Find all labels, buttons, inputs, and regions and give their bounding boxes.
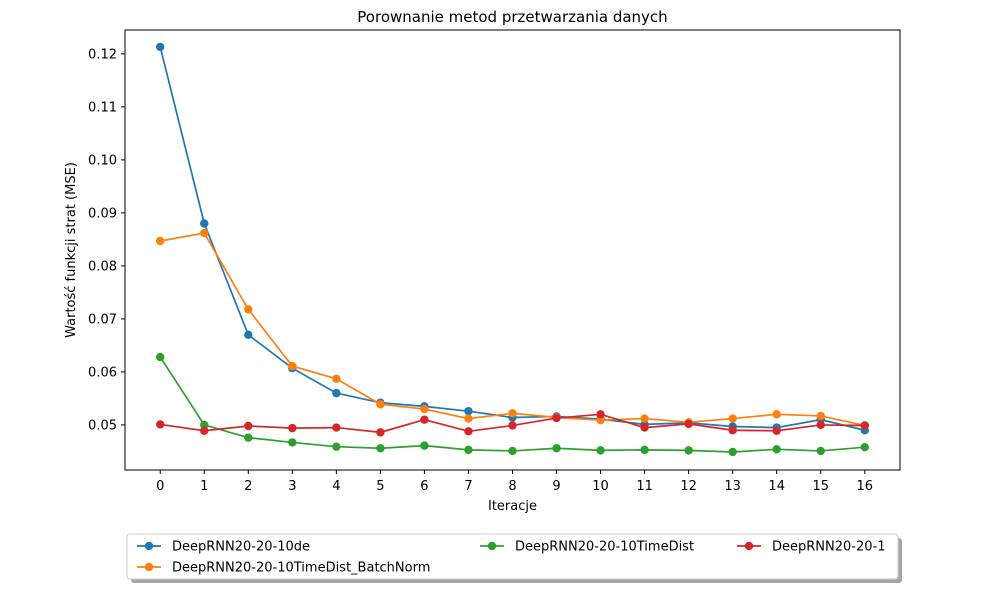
y-tick-label: 0.07 <box>88 312 117 327</box>
data-point-series-3 <box>200 426 209 435</box>
data-point-series-3 <box>772 426 781 435</box>
data-point-series-1 <box>508 409 517 418</box>
data-point-series-2 <box>332 442 341 451</box>
x-tick-label: 12 <box>680 479 697 494</box>
data-point-series-3 <box>288 423 297 433</box>
y-tick-label: 0.11 <box>88 100 117 115</box>
plot-frame <box>124 29 901 471</box>
y-axis-label: Wartość funkcji strat (MSE) <box>64 162 79 338</box>
data-point-series-3 <box>244 421 253 431</box>
x-tick-label: 16 <box>856 479 873 494</box>
data-point-series-0 <box>156 42 165 52</box>
legend-swatch-marker <box>487 541 497 551</box>
x-tick-label: 13 <box>724 479 741 494</box>
y-tick-label: 0.06 <box>88 365 117 380</box>
data-point-series-3 <box>684 419 693 429</box>
data-point-series-3 <box>596 410 605 419</box>
data-point-series-0 <box>244 330 253 340</box>
data-point-series-3 <box>728 426 737 435</box>
y-tick-label: 0.09 <box>88 206 117 221</box>
legend-box <box>126 533 899 580</box>
legend: DeepRNN20-20-10de DeepRNN20-20-10TimeDist… <box>126 533 902 583</box>
data-point-series-2 <box>684 446 693 455</box>
data-point-series-1 <box>332 374 341 384</box>
data-point-series-2 <box>860 443 869 452</box>
data-point-series-1 <box>376 400 385 409</box>
chart-title: Porownanie metod przetwarzania danych <box>357 8 667 26</box>
data-point-series-2 <box>288 438 297 447</box>
legend-swatch-marker <box>144 541 154 551</box>
data-point-series-1 <box>728 414 737 423</box>
data-point-series-3 <box>552 413 561 423</box>
data-point-series-1 <box>288 361 297 371</box>
data-point-series-1 <box>420 404 429 414</box>
legend-swatch-marker <box>144 562 154 572</box>
x-axis-label: Iteracje <box>488 499 537 514</box>
legend-swatch-marker <box>744 541 754 551</box>
x-tick-label: 4 <box>332 479 340 494</box>
data-point-series-1 <box>464 414 473 423</box>
x-tick-label: 9 <box>552 479 560 494</box>
data-point-series-2 <box>728 447 737 457</box>
x-tick-label: 1 <box>200 479 208 494</box>
data-point-series-2 <box>596 446 605 455</box>
data-point-series-3 <box>376 428 385 437</box>
data-point-series-1 <box>244 305 253 314</box>
data-point-series-3 <box>816 420 825 430</box>
plot-area: 0 1 2 3 4 5 6 7 8 9 10 11 12 13 14 15 160.050.060.070.08… <box>88 42 873 494</box>
x-tick-label: 11 <box>636 479 653 494</box>
data-point-series-3 <box>464 427 473 436</box>
data-point-series-2 <box>200 420 209 430</box>
x-tick-label: 0 <box>156 479 164 494</box>
data-point-series-2 <box>464 445 473 455</box>
data-point-series-2 <box>420 441 429 450</box>
data-point-series-2 <box>816 446 825 456</box>
legend-label: DeepRNN20-20-10TimeDist_BatchNorm <box>172 561 430 576</box>
data-point-series-0 <box>200 219 209 228</box>
data-point-series-2 <box>376 444 385 453</box>
y-tick-label: 0.05 <box>88 418 117 433</box>
data-point-series-1 <box>156 236 165 246</box>
data-point-series-1 <box>596 415 605 425</box>
x-tick-label: 8 <box>508 479 516 494</box>
y-tick-label: 0.08 <box>88 259 117 274</box>
data-point-series-1 <box>772 410 781 419</box>
y-tick-label: 0.12 <box>88 47 117 62</box>
data-point-series-1 <box>816 411 825 421</box>
data-point-series-2 <box>552 444 561 453</box>
data-point-series-2 <box>772 445 781 454</box>
data-point-series-3 <box>420 415 429 424</box>
legend-label: DeepRNN20-20-1 <box>772 540 885 555</box>
data-point-series-3 <box>332 423 341 432</box>
legend-label: DeepRNN20-20-10TimeDist <box>515 540 694 555</box>
x-tick-label: 10 <box>592 479 609 494</box>
data-point-series-2 <box>640 445 649 455</box>
data-point-series-3 <box>640 423 649 432</box>
legend-label: DeepRNN20-20-10de <box>172 540 310 555</box>
data-point-series-2 <box>156 352 165 362</box>
data-point-series-3 <box>860 421 869 430</box>
data-point-series-3 <box>156 420 165 429</box>
data-point-series-2 <box>244 433 253 442</box>
data-point-series-3 <box>508 421 517 430</box>
x-tick-label: 2 <box>244 479 252 494</box>
data-point-series-0 <box>464 406 473 416</box>
x-tick-label: 15 <box>812 479 829 494</box>
x-tick-label: 5 <box>376 479 384 494</box>
data-point-series-2 <box>508 446 517 456</box>
data-point-series-0 <box>332 388 341 398</box>
y-tick-label: 0.10 <box>88 153 117 168</box>
x-tick-label: 3 <box>288 479 296 494</box>
x-tick-label: 7 <box>464 479 472 494</box>
x-tick-label: 14 <box>768 479 785 494</box>
x-tick-label: 6 <box>420 479 428 494</box>
data-point-series-1 <box>640 414 649 423</box>
data-point-series-1 <box>200 228 209 238</box>
